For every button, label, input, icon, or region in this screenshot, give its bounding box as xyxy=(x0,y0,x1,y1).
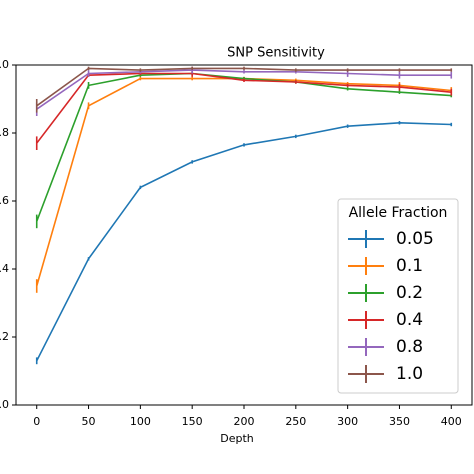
x-tick-label: 150 xyxy=(182,415,203,428)
chart-title: SNP Sensitivity xyxy=(227,46,325,61)
x-tick-label: 350 xyxy=(389,415,410,428)
x-tick-label: 100 xyxy=(130,415,151,428)
x-tick-label: 400 xyxy=(441,415,462,428)
series-line xyxy=(36,69,452,110)
legend-label: 1.0 xyxy=(396,364,423,384)
legend-label: 0.1 xyxy=(396,256,423,276)
x-axis-label: Depth xyxy=(220,432,254,445)
x-tick-label: 250 xyxy=(285,415,306,428)
y-tick-label: 0.8 xyxy=(0,126,9,139)
x-tick-label: 50 xyxy=(82,415,96,428)
legend-label: 0.8 xyxy=(396,337,423,357)
x-tick-label: 300 xyxy=(337,415,358,428)
x-tick-label: 0 xyxy=(33,415,40,428)
y-tick-label: 0.4 xyxy=(0,262,9,275)
legend-label: 0.4 xyxy=(396,310,423,330)
legend-label: 0.05 xyxy=(396,229,434,249)
legend-box xyxy=(337,198,459,394)
legend-title: Allele Fraction xyxy=(349,205,448,221)
y-tick-label: 0.0 xyxy=(0,398,9,411)
y-tick-label: 0.2 xyxy=(0,330,9,343)
x-tick-label: 200 xyxy=(234,415,255,428)
y-tick-label: 1.0 xyxy=(0,58,9,71)
y-tick-label: 0.6 xyxy=(0,194,9,207)
legend-label: 0.2 xyxy=(396,283,423,303)
